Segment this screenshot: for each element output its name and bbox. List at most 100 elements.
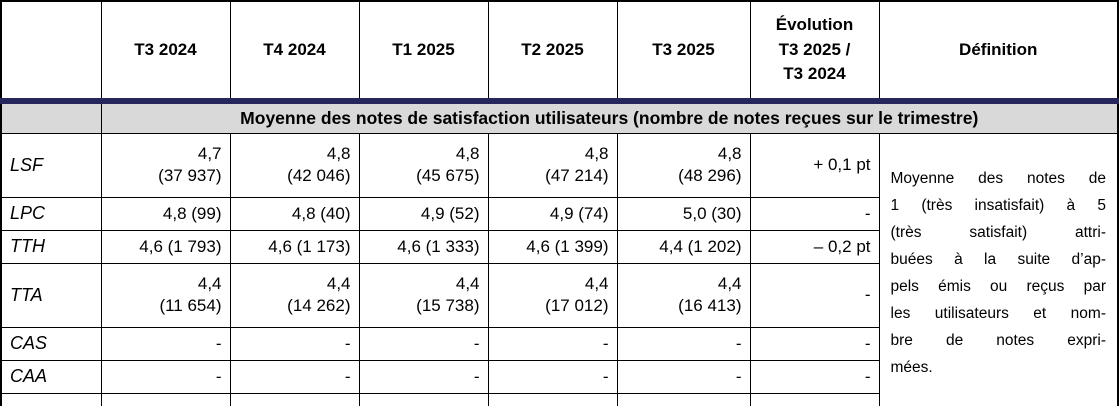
cell-count: (14 262) [287, 296, 351, 315]
cell-value: 4,4 [717, 274, 742, 294]
cutoff-row [0, 392, 1118, 406]
row-label-tta: TTA [0, 262, 102, 328]
cell-lsf-t2-2025: 4,8 (47 214) [487, 132, 618, 198]
cell-value: - [735, 366, 742, 386]
cutoff-cell [749, 392, 880, 406]
header-evolution-line2: T3 2025 / [778, 39, 851, 59]
header-definition: Définition [878, 0, 1119, 102]
definition-line: buées à la suite d’ap- [890, 250, 1107, 268]
cell-tta-t3-2024: 4,4 (11 654) [100, 262, 231, 328]
cutoff-cell [616, 392, 751, 406]
definition-line: (très satisfait) attri- [890, 223, 1107, 241]
header-row: T3 2024 T4 2024 T1 2025 T2 2025 T3 2025 … [0, 0, 1119, 102]
cell-cas-t3-2024: - [100, 326, 231, 361]
cell-value: 4,8 [584, 144, 609, 164]
cell-tta-evolution: - [749, 262, 880, 328]
cell-value: - [215, 333, 222, 353]
table-row-lsf: LSF 4,7 (37 937) 4,8 (42 046) 4,8 (45 675) … [0, 132, 1119, 406]
cell-value: 4,9 (52) [420, 203, 480, 223]
header-evolution: Évolution T3 2025 / T3 2024 [749, 0, 880, 102]
cell-count: (47 214) [545, 166, 609, 185]
cell-value: 4,4 [584, 274, 609, 294]
cell-value: 4,6 (1 793) [139, 236, 222, 256]
header-evolution-line1: Évolution [775, 15, 854, 35]
cell-tth-t4-2024: 4,6 (1 173) [229, 229, 360, 264]
definition-line: pels émis ou reçus par [890, 277, 1107, 295]
header-t1-2025: T1 2025 [358, 0, 489, 102]
cell-value: - [215, 366, 222, 386]
cell-caa-t4-2024: - [229, 359, 360, 394]
cell-value: 4,6 (1 333) [397, 236, 480, 256]
cell-tta-t4-2024: 4,4 (14 262) [229, 262, 360, 328]
cell-lsf-t3-2024: 4,7 (37 937) [100, 132, 231, 198]
cell-value: 4,8 [717, 144, 742, 164]
cell-value: 4,6 (1 399) [526, 236, 609, 256]
cell-count: (17 012) [545, 296, 609, 315]
cell-tth-t3-2025: 4,4 (1 202) [616, 229, 751, 264]
definition-line: 1 (très insatisfait) à 5 [890, 196, 1107, 214]
cell-tta-t3-2025: 4,4 (16 413) [616, 262, 751, 328]
row-label-lpc: LPC [0, 196, 102, 231]
header-t2-2025: T2 2025 [487, 0, 618, 102]
cutoff-cell [0, 392, 102, 406]
cell-lsf-t3-2025: 4,8 (48 296) [616, 132, 751, 198]
cell-value: 4,9 (74) [549, 203, 609, 223]
table-row-tth: TTH 4,6 (1 793) 4,6 (1 173) 4,6 (1 333) … [0, 229, 1118, 264]
band-row: Moyenne des notes de satisfaction utilis… [0, 98, 1119, 134]
cell-count: (11 654) [159, 296, 222, 315]
header-t3-2025: T3 2025 [616, 0, 751, 102]
cell-lpc-t3-2025: 5,0 (30) [616, 196, 751, 231]
cell-caa-t1-2025: - [358, 359, 489, 394]
definition-line: Moyenne des notes de [890, 169, 1107, 187]
cell-tth-evolution: – 0,2 pt [749, 229, 880, 264]
cell-value: 4,4 [455, 274, 480, 294]
row-label-caa: CAA [0, 359, 102, 394]
cell-value: - [473, 366, 480, 386]
cell-lpc-t1-2025: 4,9 (52) [358, 196, 489, 231]
band-corner-cell [0, 98, 102, 134]
table-row-lpc: LPC 4,8 (99) 4,8 (40) 4,9 (52) 4,9 (74) … [0, 196, 1118, 231]
cell-cas-t4-2024: - [229, 326, 360, 361]
cell-count: (37 937) [158, 166, 222, 185]
cell-value: 4,8 (99) [162, 203, 222, 223]
cell-cas-t2-2025: - [487, 326, 618, 361]
header-t3-2024: T3 2024 [100, 0, 231, 102]
table-row-tta: TTA 4,4 (11 654) 4,4 (14 262) 4,4 (15 738) … [0, 262, 1118, 328]
corner-cell [0, 0, 102, 102]
cutoff-cell [487, 392, 618, 406]
cell-tta-t1-2025: 4,4 (15 738) [358, 262, 489, 328]
cell-lsf-evolution: + 0,1 pt [749, 132, 880, 198]
cell-cas-t1-2025: - [358, 326, 489, 361]
definition-cell: Moyenne des notes de 1 (très insatisfait… [878, 132, 1119, 406]
header-t4-2024: T4 2024 [229, 0, 360, 102]
definition-line: mées. [890, 358, 933, 376]
cell-lpc-t3-2024: 4,8 (99) [100, 196, 231, 231]
cell-count: (42 046) [287, 166, 351, 185]
cell-tta-t2-2025: 4,4 (17 012) [487, 262, 618, 328]
cutoff-cell [358, 392, 489, 406]
cell-caa-evolution: - [749, 359, 880, 394]
cell-count: (16 413) [678, 296, 742, 315]
cell-lsf-t4-2024: 4,8 (42 046) [229, 132, 360, 198]
cell-cas-evolution: - [749, 326, 880, 361]
band-title: Moyenne des notes de satisfaction utilis… [100, 98, 1119, 134]
cell-count: (45 675) [416, 166, 480, 185]
cell-caa-t3-2025: - [616, 359, 751, 394]
row-label-tth: TTH [0, 229, 102, 264]
definition-line: les utilisateurs et nom- [890, 304, 1107, 322]
cell-tth-t1-2025: 4,6 (1 333) [358, 229, 489, 264]
cell-value: - [344, 333, 351, 353]
cell-value: - [735, 333, 742, 353]
cell-lpc-t4-2024: 4,8 (40) [229, 196, 360, 231]
cell-lsf-t1-2025: 4,8 (45 675) [358, 132, 489, 198]
cell-caa-t3-2024: - [100, 359, 231, 394]
cutoff-cell [100, 392, 231, 406]
cell-caa-t2-2025: - [487, 359, 618, 394]
row-label-lsf: LSF [0, 132, 102, 198]
cell-lpc-evolution: - [749, 196, 880, 231]
cell-value: 4,4 (1 202) [659, 236, 742, 256]
cell-value: 4,8 [326, 144, 351, 164]
cell-value: 4,6 (1 173) [268, 236, 351, 256]
